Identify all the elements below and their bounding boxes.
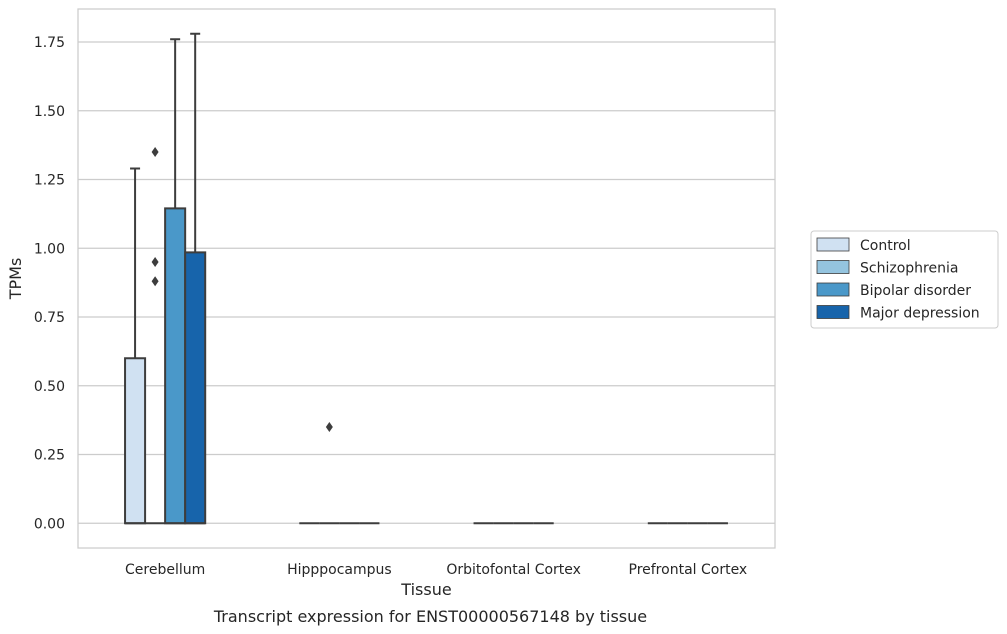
y-tick-label: 1.25 bbox=[34, 173, 65, 189]
y-tick-label: 1.50 bbox=[34, 104, 65, 120]
outlier-point bbox=[151, 257, 159, 267]
y-tick-label: 1.75 bbox=[34, 35, 65, 51]
x-tick-label: Hipppocampus bbox=[287, 562, 392, 578]
legend: Control Schizophrenia Bipolar disorder Majo… bbox=[810, 230, 999, 329]
box-major-depression bbox=[184, 32, 207, 525]
y-axis-label: TPMs bbox=[6, 258, 25, 301]
legend-label: Major depression bbox=[860, 306, 980, 322]
legend-label: Schizophrenia bbox=[860, 261, 958, 277]
box bbox=[124, 357, 147, 525]
y-tick-labels: 0.00 0.25 0.50 0.75 1.00 1.25 1.50 1.75 bbox=[34, 35, 65, 532]
legend-swatch bbox=[816, 237, 850, 252]
x-tick-label: Prefrontal Cortex bbox=[629, 562, 748, 578]
legend-frame bbox=[810, 230, 999, 329]
box bbox=[184, 251, 207, 525]
outlier-point bbox=[325, 422, 333, 432]
box-schizophrenia bbox=[145, 147, 166, 525]
outlier-point bbox=[151, 147, 159, 157]
legend-swatch bbox=[816, 282, 850, 297]
legend-swatch bbox=[816, 305, 850, 319]
plot-frame bbox=[77, 8, 776, 549]
x-axis-label: Tissue bbox=[400, 580, 451, 599]
x-tick-label: Cerebellum bbox=[125, 562, 205, 578]
y-tick-label: 0.50 bbox=[34, 379, 65, 395]
legend-label: Bipolar disorder bbox=[860, 283, 971, 299]
outlier-point bbox=[151, 276, 159, 287]
y-tick-label: 0.00 bbox=[34, 516, 65, 532]
chart-caption: Transcript expression for ENST0000056714… bbox=[213, 607, 647, 626]
box bbox=[164, 207, 187, 525]
y-tick-label: 1.00 bbox=[34, 241, 65, 257]
box-schizophrenia bbox=[319, 422, 340, 525]
legend-label: Control bbox=[860, 238, 911, 254]
y-tick-label: 0.75 bbox=[34, 310, 65, 326]
box-control bbox=[124, 167, 147, 525]
legend-swatch bbox=[816, 260, 850, 274]
box-bipolar-disorder bbox=[164, 38, 187, 525]
boxes bbox=[124, 32, 728, 525]
x-tick-label: Orbitofontal Cortex bbox=[446, 562, 581, 578]
y-tick-label: 0.25 bbox=[34, 448, 65, 464]
x-tick-labels: Cerebellum Hipppocampus Orbitofontal Corte… bbox=[125, 562, 747, 578]
